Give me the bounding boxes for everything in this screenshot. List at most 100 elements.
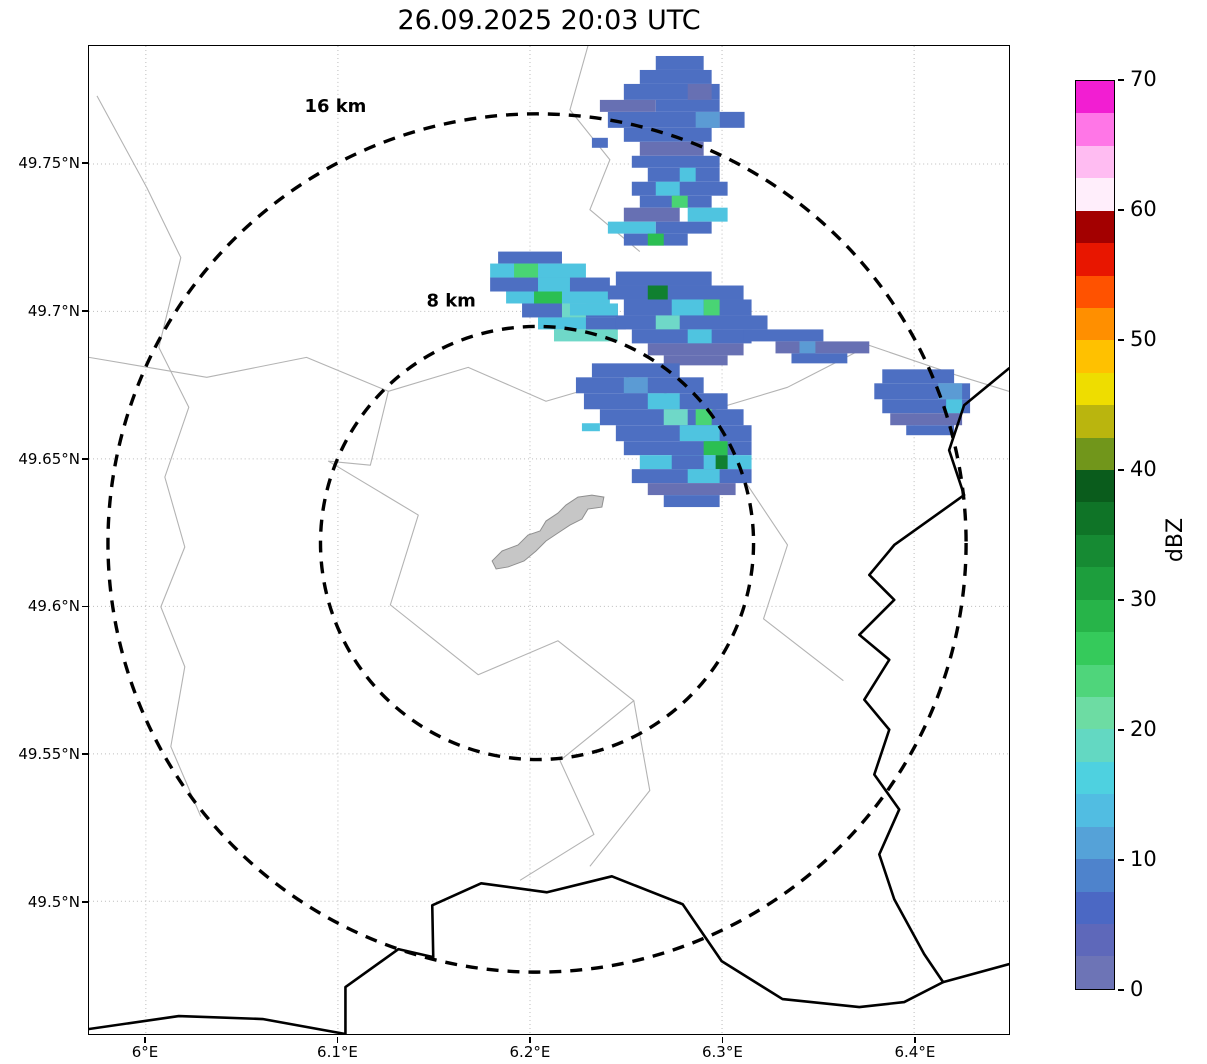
radar-echo-cell xyxy=(639,141,704,156)
colorbar-tick-label: 0 xyxy=(1130,977,1144,1001)
radar-echo-cell xyxy=(647,285,668,300)
x-axis-tick-mark xyxy=(144,1036,146,1043)
radar-echo-cell xyxy=(671,195,688,208)
radar-echo-cell xyxy=(655,181,680,196)
radar-echo-cell xyxy=(615,271,712,286)
y-axis-tick-mark xyxy=(82,605,88,608)
colorbar-tick-mark xyxy=(1118,209,1124,211)
radar-echo-cell xyxy=(695,111,720,128)
radar-echo-cell xyxy=(890,413,963,426)
colorbar-segment xyxy=(1076,372,1114,406)
colorbar-segment xyxy=(1076,178,1114,211)
radar-echo-cell xyxy=(623,127,712,142)
x-tick-label: 6.3°E xyxy=(702,1043,743,1061)
radar-echo-cell xyxy=(569,303,618,316)
radar-echo-cell xyxy=(647,483,736,496)
x-axis-tick-mark xyxy=(336,1036,339,1043)
y-tick-label: 49.65°N xyxy=(18,449,80,468)
radar-echo-cell xyxy=(695,409,712,426)
colorbar-tick-mark xyxy=(1118,599,1124,601)
radar-echo-cell xyxy=(703,441,728,456)
radar-echo-cell xyxy=(671,455,704,470)
y-tick-label: 49.6°N xyxy=(27,597,80,616)
x-axis-tick-mark xyxy=(914,1036,916,1043)
radar-echo-cell xyxy=(687,83,712,100)
colorbar-segment xyxy=(1076,761,1114,795)
radar-echo-cell xyxy=(687,207,728,222)
radar-echo-cell xyxy=(585,317,626,330)
radar-echo-cell xyxy=(655,99,720,112)
admin-boundary-line xyxy=(89,344,1009,412)
y-tick-label: 49.55°N xyxy=(18,745,80,764)
colorbar-segment xyxy=(1076,859,1114,892)
country-border-line xyxy=(89,875,945,1034)
colorbar-tick-mark xyxy=(1118,469,1124,471)
radar-echo-cell xyxy=(647,343,744,356)
radar-echo-cell xyxy=(534,291,562,304)
colorbar-tick-label: 60 xyxy=(1130,197,1157,221)
colorbar-segment xyxy=(1076,470,1114,503)
colorbar-tick-mark xyxy=(1118,989,1124,991)
colorbar-segment xyxy=(1076,826,1114,860)
x-tick-label: 6.4°E xyxy=(894,1043,936,1061)
y-axis-tick-mark xyxy=(82,901,88,903)
y-axis-tick-mark xyxy=(82,457,88,460)
colorbar-segment xyxy=(1076,534,1114,568)
x-tick-label: 6.2°E xyxy=(509,1043,551,1061)
radar-echo-cell xyxy=(498,251,562,264)
y-axis-tick-mark xyxy=(82,310,88,312)
colorbar xyxy=(1075,80,1115,990)
colorbar-segment xyxy=(1076,437,1114,471)
colorbar-segment xyxy=(1076,307,1114,341)
y-tick-label: 49.5°N xyxy=(27,893,80,911)
colorbar-segment xyxy=(1076,664,1114,698)
colorbar-segment xyxy=(1076,567,1114,600)
radar-echo-cell xyxy=(538,277,570,292)
radar-echo-cell xyxy=(607,285,744,300)
admin-boundary-line xyxy=(96,95,202,817)
map-plot-area: 16 km 8 km xyxy=(88,45,1010,1035)
radar-echo-cell xyxy=(655,315,680,330)
colorbar-tick-label: 50 xyxy=(1130,327,1157,351)
radar-echo-cell xyxy=(599,99,656,112)
colorbar-tick-label: 30 xyxy=(1130,587,1157,611)
colorbar-tick-label: 10 xyxy=(1130,847,1157,871)
radar-echo-cell xyxy=(715,455,728,470)
radar-echo-cell xyxy=(743,329,824,342)
colorbar-tick-label: 20 xyxy=(1130,717,1157,741)
radar-echo-cell xyxy=(591,363,680,378)
radar-echo-cell xyxy=(639,69,712,84)
colorbar-tick-mark xyxy=(1118,79,1124,81)
y-axis-tick-mark xyxy=(82,753,88,756)
radar-echo-cell xyxy=(775,341,870,354)
x-axis-tick-mark xyxy=(529,1036,531,1043)
radar-echo-cell xyxy=(553,329,618,342)
range-ring-label: 16 km xyxy=(305,96,367,117)
radar-echo-cell xyxy=(615,315,768,330)
radar-echo-cell xyxy=(799,341,816,354)
colorbar-segment xyxy=(1076,340,1114,373)
y-tick-label: 49.7°N xyxy=(27,301,80,320)
y-axis-tick-mark xyxy=(82,162,88,164)
colorbar-segment xyxy=(1076,794,1114,827)
radar-echo-cell xyxy=(679,167,696,182)
radar-echo-cell xyxy=(631,155,720,168)
admin-boundary-line xyxy=(327,391,635,881)
colorbar-tick-mark xyxy=(1118,729,1124,731)
radar-echo-cell xyxy=(581,423,600,432)
radar-echo-cell xyxy=(647,233,664,246)
radar-echo-cell xyxy=(623,207,680,222)
colorbar-segment xyxy=(1076,210,1114,244)
radar-echo-cell xyxy=(671,299,704,316)
colorbar-segment xyxy=(1076,891,1114,924)
radar-echo-cell xyxy=(687,469,720,484)
radar-echo-cell xyxy=(514,263,539,278)
radar-echo-cell xyxy=(607,221,656,234)
radar-echo-cell xyxy=(663,495,720,508)
radar-echo-cell xyxy=(655,55,704,70)
colorbar-segment xyxy=(1076,632,1114,665)
radar-echo-cell xyxy=(663,409,688,426)
radar-echo-cell xyxy=(791,353,848,364)
admin-boundary-line xyxy=(589,700,651,867)
